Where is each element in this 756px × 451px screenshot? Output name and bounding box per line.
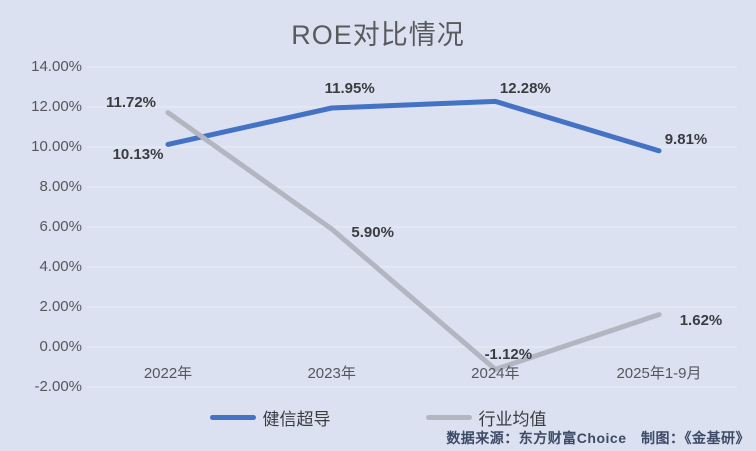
x-tick-label: 2023年 [307, 365, 356, 382]
data-label-industry-average: -1.12% [484, 346, 533, 364]
x-tick-label: 2022年 [143, 365, 193, 382]
legend-swatch-jianxin-superconductor [209, 414, 256, 420]
y-tick-label: 12.00% [31, 98, 82, 115]
series-line-industry-average [165, 110, 662, 372]
x-tick-label: 2025年1-9月 [616, 365, 702, 382]
data-label-industry-average: 5.90% [351, 224, 394, 241]
legend-item-jianxin-superconductor: 健信超导 [209, 405, 331, 430]
data-label-jianxin-superconductor: 9.81% [664, 130, 708, 148]
legend-swatch-industry-average [425, 414, 472, 420]
data-label-jianxin-superconductor: 11.95% [324, 80, 375, 97]
y-tick-label: 10.00% [31, 138, 82, 155]
y-tick-label: 2.00% [39, 298, 82, 315]
series-line-jianxin-superconductor [165, 98, 662, 154]
chart-title: ROE对比情况 [291, 20, 465, 50]
legend-label-industry-average: 行业均值 [478, 409, 547, 429]
data-label-industry-average: 1.62% [679, 311, 723, 329]
y-tick-label: 8.00% [39, 178, 82, 195]
legend: 健信超导 行业均值 [0, 405, 756, 430]
y-tick-label: 0.00% [39, 338, 82, 355]
x-tick-label: 2024年 [471, 365, 520, 382]
y-tick-label: -2.00% [34, 378, 82, 395]
data-label-jianxin-superconductor: 10.13% [112, 146, 164, 164]
legend-item-industry-average: 行业均值 [425, 405, 547, 430]
data-label-jianxin-superconductor: 12.28% [499, 80, 551, 98]
y-tick-label: 4.00% [39, 258, 82, 275]
y-tick-label: 6.00% [39, 218, 82, 235]
source-note: 数据来源：东方财富Choice 制图：《金基研》 [446, 430, 750, 446]
y-tick-label: 14.00% [31, 58, 82, 75]
data-label-industry-average: 11.72% [105, 93, 157, 111]
legend-label-jianxin-superconductor: 健信超导 [262, 409, 331, 429]
